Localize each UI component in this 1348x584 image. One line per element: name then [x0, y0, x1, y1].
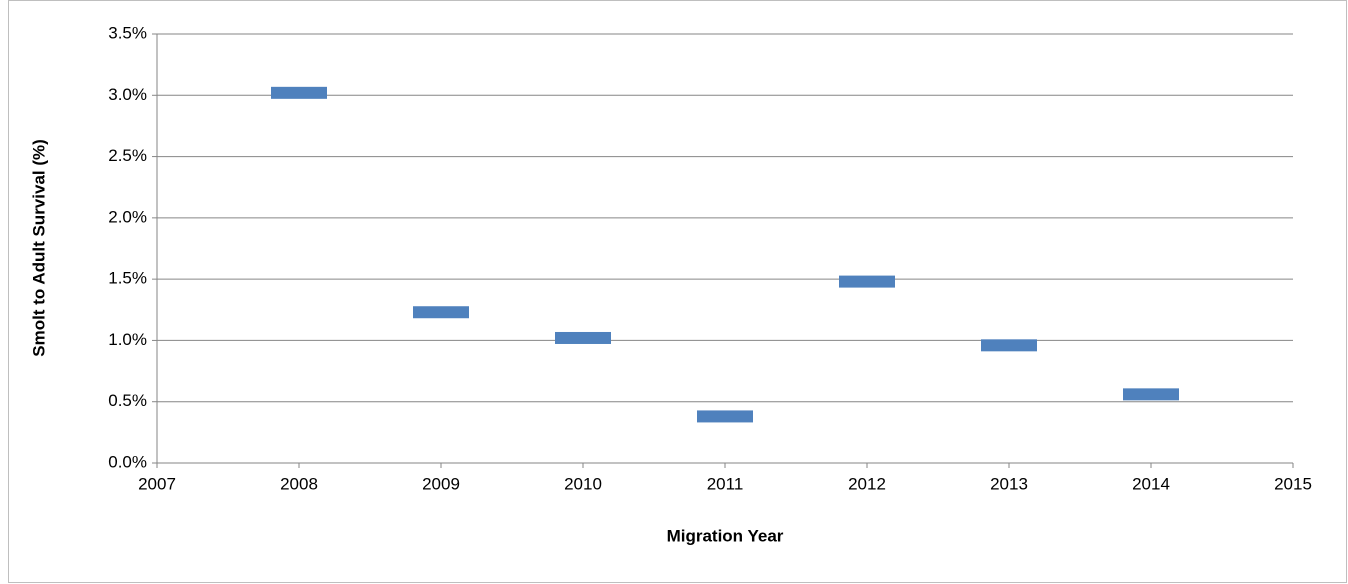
y-axis-title: Smolt to Adult Survival (%) — [29, 139, 48, 357]
y-tick-label: 0.5% — [108, 391, 147, 410]
chart-frame — [8, 0, 1347, 583]
x-tick-label: 2008 — [280, 474, 318, 493]
point — [555, 331, 611, 344]
point — [413, 306, 469, 319]
y-tick-label: 1.5% — [108, 269, 147, 288]
y-tick-label: 3.0% — [108, 85, 147, 104]
point — [1123, 388, 1179, 401]
x-tick-label: 2013 — [990, 474, 1028, 493]
y-tick-label: 2.0% — [108, 207, 147, 226]
x-tick-label: 2012 — [848, 474, 886, 493]
x-tick-label: 2007 — [138, 474, 176, 493]
x-tick-label: 2011 — [707, 474, 744, 493]
y-tick-label: 3.5% — [108, 23, 147, 42]
x-axis-title: Migration Year — [667, 526, 784, 545]
x-tick-label: 2014 — [1132, 474, 1170, 493]
point — [697, 410, 753, 423]
x-tick-label: 2010 — [564, 474, 602, 493]
point — [271, 86, 327, 99]
y-tick-label: 1.0% — [108, 330, 147, 349]
x-tick-label: 2015 — [1274, 474, 1312, 493]
point — [839, 275, 895, 288]
y-tick-label: 2.5% — [108, 146, 147, 165]
x-tick-label: 2009 — [422, 474, 460, 493]
point — [981, 339, 1037, 352]
y-tick-label: 0.0% — [108, 452, 147, 471]
